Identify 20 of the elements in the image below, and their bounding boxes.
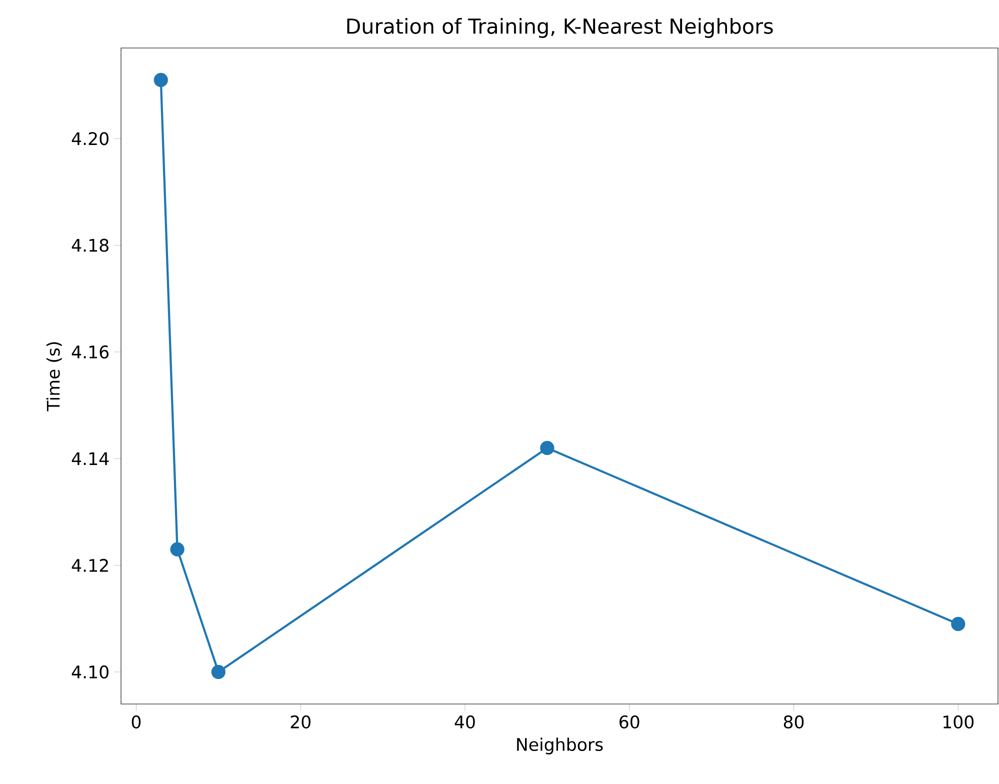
chart-title: Duration of Training, K-Nearest Neighbors [347, 18, 773, 38]
x-tick-label: 40 [454, 715, 475, 728]
y-tick-label: 4.14 [72, 452, 109, 465]
y-tick-label: 4.10 [72, 665, 108, 679]
y-tick-label: 4.12 [72, 558, 108, 572]
x-tick-label: 100 [944, 715, 974, 728]
point [154, 72, 168, 88]
x-tick-label: 80 [784, 715, 804, 728]
y-tick-label: 4.16 [72, 345, 109, 359]
point [951, 616, 966, 632]
x-axis-title: Neighbors [517, 738, 603, 754]
point [170, 542, 184, 556]
x-tick-label: 60 [620, 715, 640, 728]
x-tick-label: 0 [132, 715, 141, 728]
point [540, 440, 554, 456]
x-tick-label: 20 [290, 715, 310, 728]
point [211, 664, 226, 680]
y-tick-label: 4.20 [72, 132, 108, 146]
y-axis-title: Time (s) [46, 342, 62, 412]
y-tick-label: 4.18 [72, 238, 108, 252]
